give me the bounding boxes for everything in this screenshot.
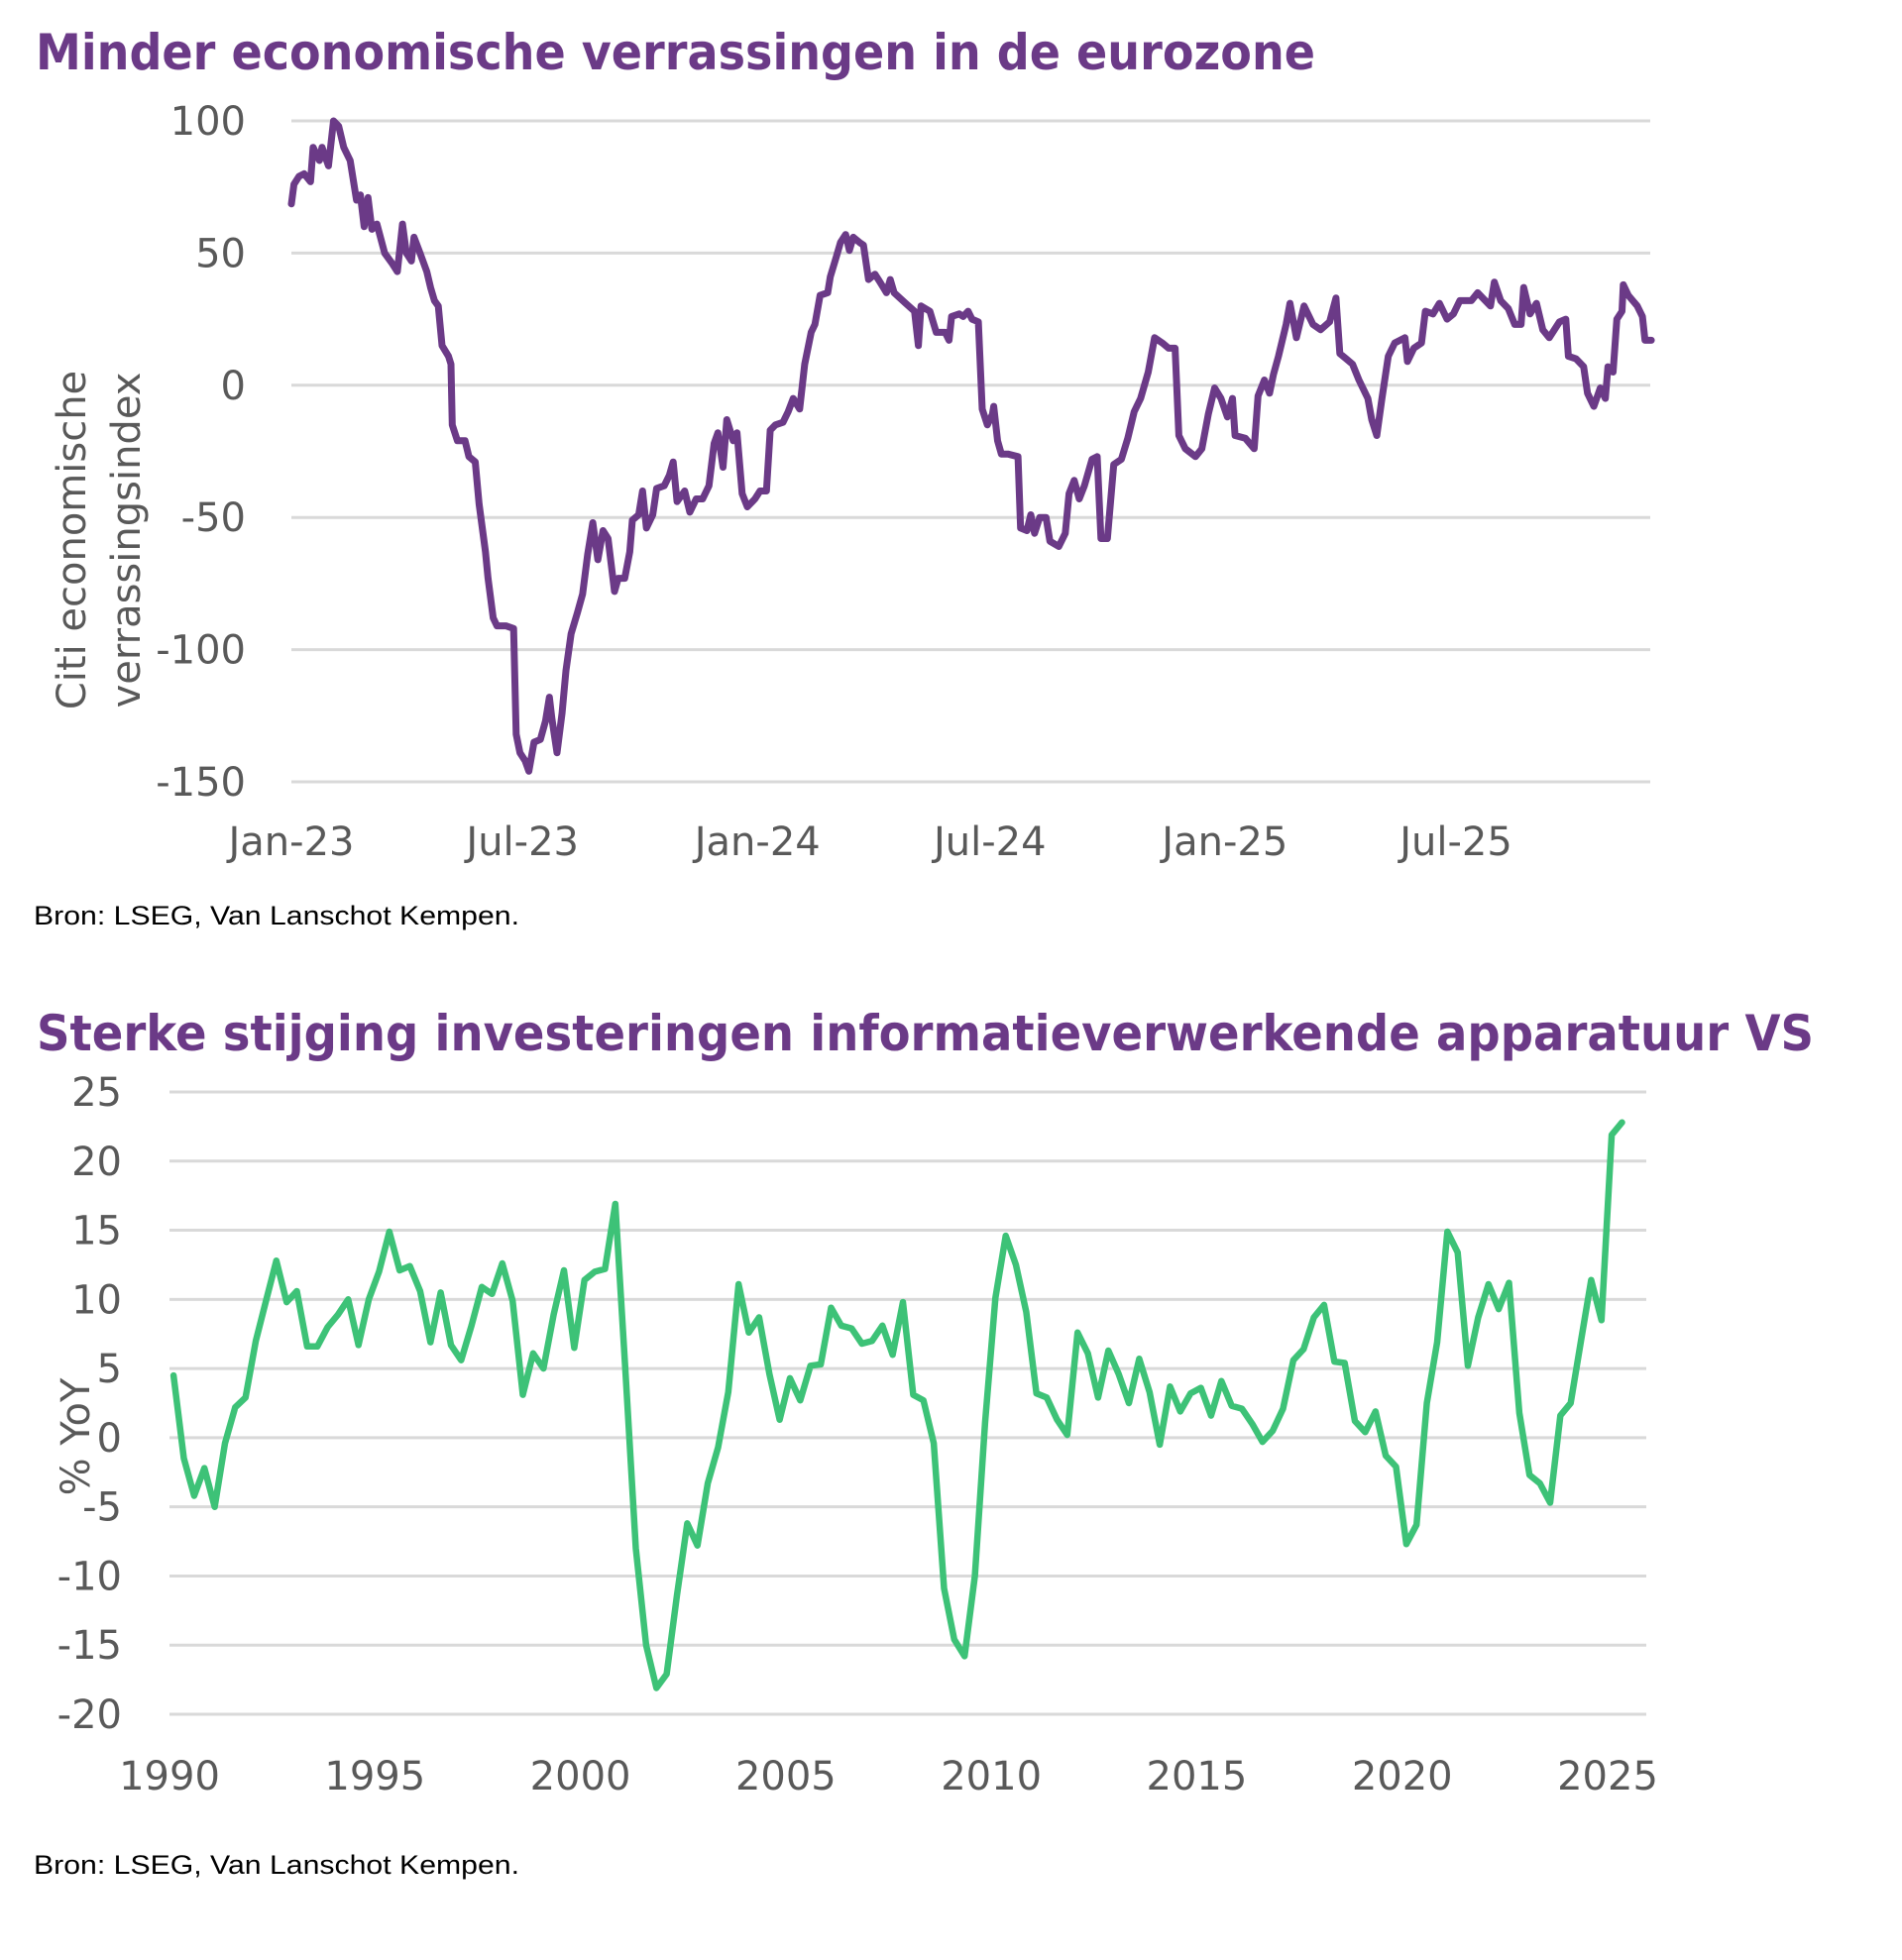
x-tick-label: Jan-24 bbox=[692, 819, 821, 865]
y-tick-label: 25 bbox=[71, 1070, 122, 1116]
chart-top-gridlines bbox=[291, 119, 1650, 784]
x-tick-label: 2005 bbox=[735, 1754, 837, 1799]
y-tick-label: -10 bbox=[57, 1554, 122, 1599]
y-tick-label: 100 bbox=[170, 99, 246, 145]
y-tick-label: -100 bbox=[156, 628, 246, 674]
x-tick-label: 1990 bbox=[119, 1754, 220, 1799]
y-tick-label: -50 bbox=[181, 495, 246, 541]
chart-top-y-axis: 100 50 0 -50 -100 -150 bbox=[156, 99, 246, 806]
x-tick-label: 2000 bbox=[530, 1754, 631, 1799]
y-tick-label: -5 bbox=[82, 1485, 122, 1531]
y-tick-label: 0 bbox=[97, 1416, 122, 1462]
chart-top-source: Bron: LSEG, Van Lanschot Kempen. bbox=[34, 901, 519, 930]
chart-top-y-axis-title-line-1: Citi economische bbox=[50, 371, 95, 709]
y-tick-label: -20 bbox=[57, 1692, 122, 1738]
chart-top: Minder economische verrassingen in de eu… bbox=[34, 24, 1655, 930]
x-tick-label: Jul-25 bbox=[1397, 819, 1512, 865]
chart-bottom-y-axis: 25 20 15 10 5 0 -5 -10 -15 -20 bbox=[57, 1070, 122, 1738]
x-tick-label: Jul-23 bbox=[463, 819, 579, 865]
x-tick-label: Jan-25 bbox=[1159, 819, 1287, 865]
chart-bottom-source: Bron: LSEG, Van Lanschot Kempen. bbox=[34, 1850, 519, 1880]
chart-bottom-title: Sterke stijging investeringen informatie… bbox=[37, 1005, 1814, 1062]
y-tick-label: 5 bbox=[97, 1347, 122, 1392]
chart-bottom-series-line bbox=[169, 1119, 1625, 1691]
y-tick-label: 0 bbox=[221, 364, 246, 409]
chart-bottom-y-axis-title: % YoY bbox=[54, 1377, 99, 1495]
chart-bottom-x-axis: 1990 1995 2000 2005 2010 2015 2020 2025 bbox=[119, 1754, 1658, 1799]
x-tick-label: Jan-23 bbox=[226, 819, 355, 865]
chart-bottom: Sterke stijging investeringen informatie… bbox=[34, 1005, 1814, 1880]
y-tick-label: 15 bbox=[71, 1209, 122, 1254]
chart-top-title: Minder economische verrassingen in de eu… bbox=[36, 24, 1315, 81]
y-tick-label: -15 bbox=[57, 1623, 122, 1669]
y-tick-label: 50 bbox=[195, 231, 246, 276]
y-tick-label: 10 bbox=[71, 1277, 122, 1323]
y-tick-label: 20 bbox=[71, 1140, 122, 1185]
x-tick-label: 2025 bbox=[1557, 1754, 1658, 1799]
y-tick-label: -150 bbox=[156, 760, 246, 806]
chart-top-y-axis-title-line-2: verrassingsindex bbox=[104, 373, 150, 708]
x-tick-label: 2015 bbox=[1147, 1754, 1248, 1799]
x-tick-label: 2010 bbox=[941, 1754, 1042, 1799]
x-tick-label: 1995 bbox=[324, 1754, 425, 1799]
x-tick-label: 2020 bbox=[1352, 1754, 1453, 1799]
x-tick-label: Jul-24 bbox=[931, 819, 1047, 865]
chart-top-series-line bbox=[287, 117, 1655, 775]
chart-top-x-axis: Jan-23 Jul-23 Jan-24 Jul-24 Jan-25 Jul-25 bbox=[226, 819, 1512, 865]
